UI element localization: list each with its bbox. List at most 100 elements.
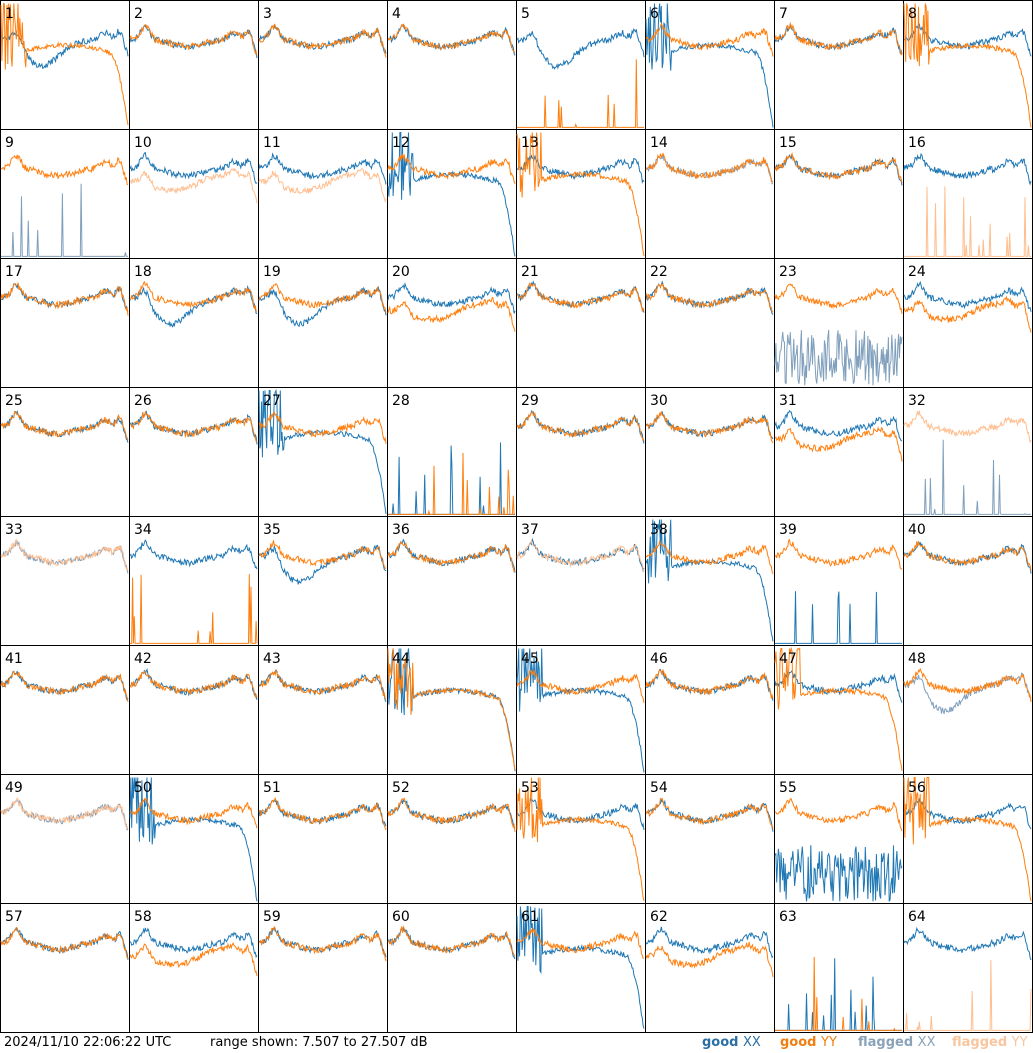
panel-label: 58 bbox=[134, 909, 152, 925]
panel-label: 51 bbox=[263, 780, 281, 796]
antenna-panel: 47 bbox=[774, 645, 904, 775]
yy-series-line bbox=[645, 540, 774, 574]
antenna-panel: 16 bbox=[903, 129, 1033, 259]
panel-label: 49 bbox=[5, 780, 23, 796]
yy-series-line bbox=[258, 925, 387, 962]
panel-label: 64 bbox=[908, 909, 926, 925]
xx-series-line bbox=[774, 153, 903, 186]
yy-series-line bbox=[645, 797, 774, 830]
panel-frame bbox=[258, 903, 388, 1033]
yy-series-line bbox=[387, 797, 516, 833]
antenna-panel: 58 bbox=[129, 903, 259, 1033]
xx-series-line bbox=[129, 927, 258, 959]
xx-series-line bbox=[129, 777, 258, 902]
yy-series-line bbox=[774, 152, 903, 184]
panel-frame bbox=[903, 516, 1033, 646]
panel-frame bbox=[903, 903, 1033, 1033]
xx-series-line bbox=[774, 329, 903, 386]
panel-label: 1 bbox=[5, 6, 14, 22]
antenna-panel: 37 bbox=[516, 516, 646, 646]
yy-series-line bbox=[0, 671, 129, 703]
yy-series-line bbox=[903, 3, 1032, 128]
yy-series-line bbox=[517, 59, 644, 128]
panel-frame bbox=[0, 0, 130, 130]
panel-label: 20 bbox=[392, 264, 410, 280]
antenna-panel: 39 bbox=[774, 516, 904, 646]
yy-series-line bbox=[516, 777, 645, 901]
antenna-panel: 8 bbox=[903, 0, 1033, 130]
xx-series-line bbox=[774, 845, 903, 902]
panel-label: 4 bbox=[392, 6, 401, 22]
panel-frame bbox=[774, 903, 904, 1033]
legend-prefix: good bbox=[780, 1035, 821, 1050]
legend-pol: XX bbox=[743, 1035, 761, 1050]
antenna-panel: 48 bbox=[903, 645, 1033, 775]
xx-series-line bbox=[774, 409, 903, 442]
yy-series-line bbox=[259, 797, 387, 831]
panel-frame bbox=[0, 516, 130, 646]
panel-frame bbox=[903, 0, 1033, 130]
antenna-panel: 62 bbox=[645, 903, 775, 1033]
antenna-panel: 23 bbox=[774, 258, 904, 388]
antenna-panel: 22 bbox=[645, 258, 775, 388]
yy-series-line bbox=[258, 411, 387, 444]
panel-label: 22 bbox=[650, 264, 668, 280]
antenna-panel: 38 bbox=[645, 516, 775, 646]
xx-series-line bbox=[1, 183, 128, 257]
antenna-panel: 26 bbox=[129, 387, 259, 517]
antenna-panel: 44 bbox=[387, 645, 517, 775]
panel-label: 7 bbox=[779, 6, 788, 22]
yy-series-line bbox=[516, 670, 645, 703]
antenna-panel: 36 bbox=[387, 516, 517, 646]
yy-series-line bbox=[774, 798, 903, 832]
legend-pol: YY bbox=[1011, 1035, 1028, 1050]
antenna-panel: 30 bbox=[645, 387, 775, 517]
legend-item: flagged YY bbox=[952, 1035, 1028, 1050]
antenna-panel: 63 bbox=[774, 903, 904, 1033]
yy-series-line bbox=[774, 646, 903, 771]
panel-frame bbox=[774, 129, 904, 259]
legend-prefix: flagged bbox=[858, 1035, 918, 1050]
panel-frame bbox=[258, 516, 388, 646]
panel-frame bbox=[258, 645, 388, 775]
xx-series-line bbox=[258, 152, 387, 185]
panel-label: 13 bbox=[521, 135, 539, 151]
antenna-panel: 42 bbox=[129, 645, 259, 775]
antenna-panel: 13 bbox=[516, 129, 646, 259]
antenna-panel: 4 bbox=[387, 0, 517, 130]
antenna-panel: 40 bbox=[903, 516, 1033, 646]
panel-label: 59 bbox=[263, 909, 281, 925]
yy-series-line bbox=[129, 942, 258, 977]
antenna-panel: 11 bbox=[258, 129, 388, 259]
panel-label: 2 bbox=[134, 6, 143, 22]
yy-series-line bbox=[904, 959, 1032, 1031]
antenna-panel: 17 bbox=[0, 258, 130, 388]
yy-series-line bbox=[645, 668, 774, 699]
yy-series-line bbox=[903, 295, 1032, 333]
panel-label: 14 bbox=[650, 135, 668, 151]
xx-series-line bbox=[903, 541, 1032, 574]
antenna-panel: 29 bbox=[516, 387, 646, 517]
antenna-panel: 32 bbox=[903, 387, 1033, 517]
antenna-panel: 60 bbox=[387, 903, 517, 1033]
panel-label: 29 bbox=[521, 393, 539, 409]
xx-series-line bbox=[903, 672, 1032, 715]
antenna-panel: 9 bbox=[0, 129, 130, 259]
antenna-panel: 15 bbox=[774, 129, 904, 259]
antenna-panel: 57 bbox=[0, 903, 130, 1033]
antenna-panel: 14 bbox=[645, 129, 775, 259]
panel-label: 46 bbox=[650, 651, 668, 667]
yy-series-line bbox=[0, 410, 129, 441]
yy-series-line bbox=[903, 410, 1032, 444]
panel-label: 17 bbox=[5, 264, 23, 280]
panel-frame bbox=[774, 387, 904, 517]
xx-series-line bbox=[516, 27, 645, 70]
panel-frame bbox=[903, 258, 1033, 388]
panel-label: 62 bbox=[650, 909, 668, 925]
panel-label: 31 bbox=[779, 393, 797, 409]
yy-series-line bbox=[774, 426, 903, 462]
yy-series-line bbox=[774, 283, 903, 314]
yy-series-line bbox=[645, 283, 774, 313]
panel-frame bbox=[516, 0, 646, 130]
